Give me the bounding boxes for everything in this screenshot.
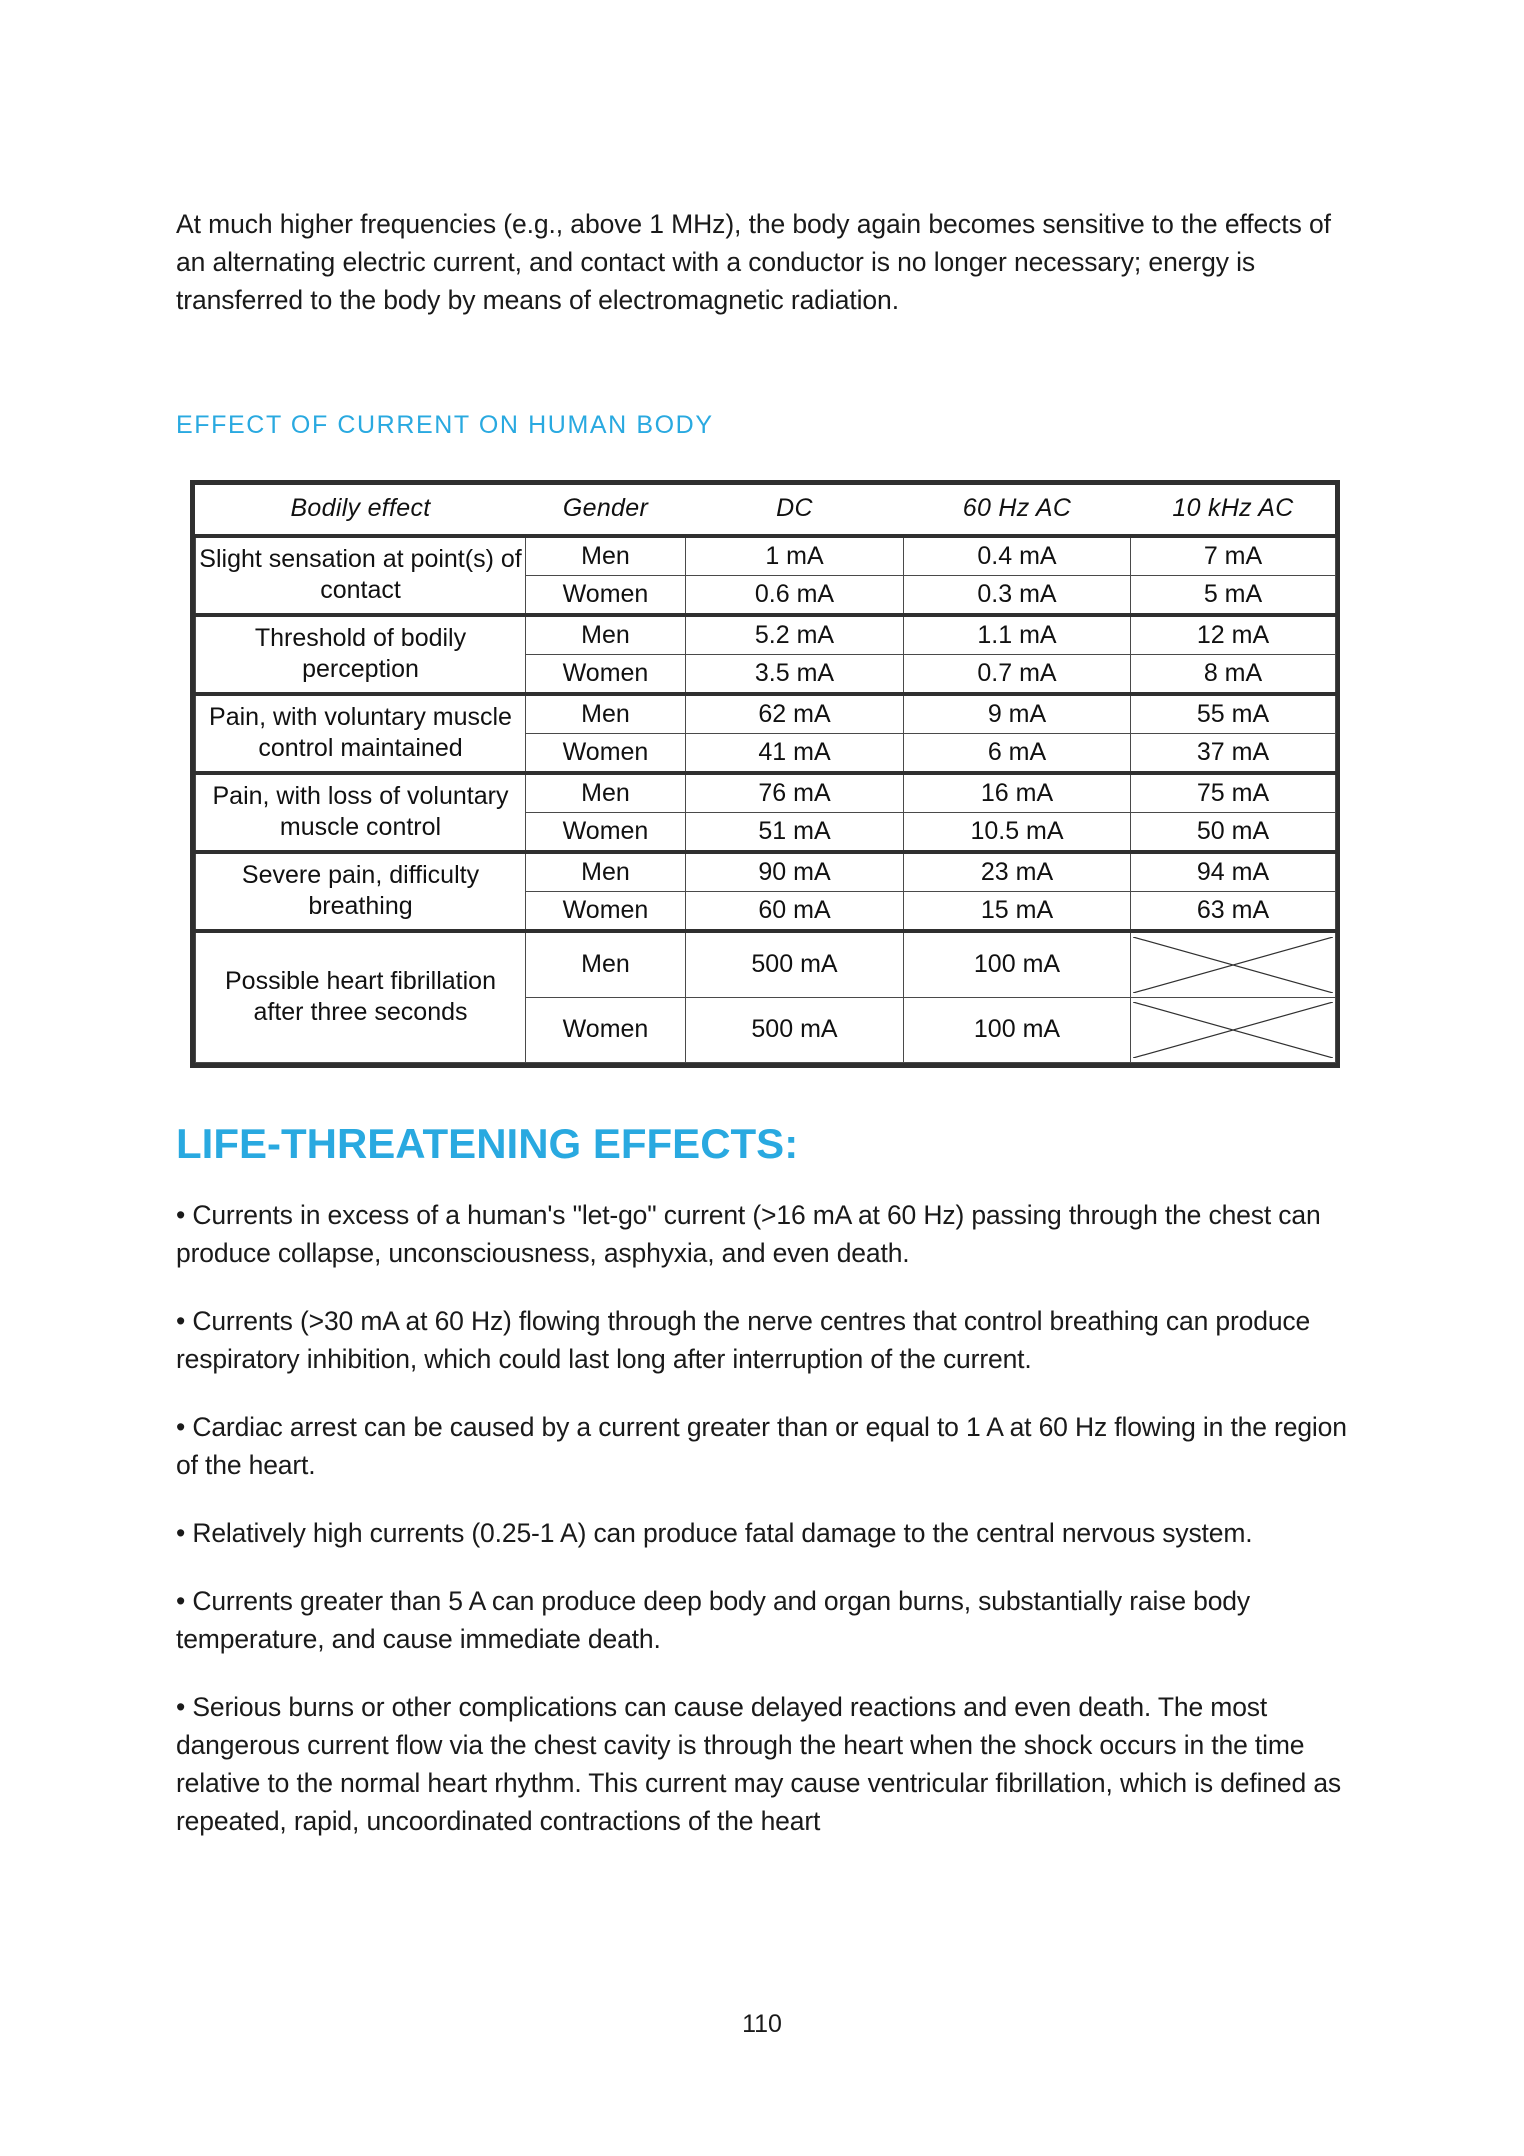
table-row: Women 60 mA 15 mA 63 mA bbox=[196, 890, 1336, 931]
bullet-item: • Currents greater than 5 A can produce … bbox=[176, 1585, 1250, 1654]
dc-value-cell: 5.2 mA bbox=[685, 612, 904, 655]
gender-cell: Women bbox=[525, 996, 686, 1063]
table-header-row: Bodily effect Gender DC 60 Hz AC 10 kHz … bbox=[195, 484, 1336, 538]
dc-value-cell: 500 mA bbox=[685, 996, 904, 1063]
ac60-value-cell: 15 mA bbox=[903, 890, 1131, 931]
bullet-item: • Currents in excess of a human's "let-g… bbox=[176, 1199, 1321, 1268]
effect-of-current-table-wrapper: Bodily effect Gender DC 60 Hz AC 10 kHz … bbox=[190, 479, 1340, 1068]
dc-value-cell: 76 mA bbox=[685, 770, 904, 813]
gender-cell: Men bbox=[525, 691, 686, 734]
cross-out-icon bbox=[1133, 937, 1333, 993]
page-number: 110 bbox=[742, 2010, 782, 2038]
intro-paragraph: At much higher frequencies (e.g., above … bbox=[176, 208, 1331, 315]
ac10k-value-cell: 7 mA bbox=[1130, 533, 1336, 576]
ac10k-value-cell: 63 mA bbox=[1130, 890, 1336, 931]
not-applicable-cell bbox=[1130, 928, 1336, 998]
column-header-bodily-effect: Bodily effect bbox=[195, 484, 526, 538]
ac60-value-cell: 0.4 mA bbox=[903, 533, 1131, 576]
ac10k-value-cell: 50 mA bbox=[1130, 811, 1336, 852]
dc-value-cell: 1 mA bbox=[685, 533, 904, 576]
bullet-item: • Serious burns or other complications c… bbox=[176, 1691, 1342, 1836]
not-applicable-cell bbox=[1130, 996, 1336, 1063]
table-row: Pain, with voluntary muscle control main… bbox=[195, 691, 1336, 773]
bullet-item: • Cardiac arrest can be caused by a curr… bbox=[176, 1411, 1347, 1480]
ac60-value-cell: 23 mA bbox=[903, 849, 1131, 892]
dc-value-cell: 90 mA bbox=[685, 849, 904, 892]
life-threatening-bullet-list: • Currents in excess of a human's "let-g… bbox=[176, 1196, 1356, 1840]
bodily-effect-label: Severe pain, difficulty breathing bbox=[195, 849, 526, 931]
bodily-effect-label: Pain, with loss of voluntary muscle cont… bbox=[195, 770, 526, 852]
bodily-effect-label: Pain, with voluntary muscle control main… bbox=[195, 691, 526, 773]
ac60-value-cell: 9 mA bbox=[903, 691, 1131, 734]
gender-cell: Women bbox=[525, 732, 686, 773]
dc-value-cell: 500 mA bbox=[685, 928, 904, 998]
section-heading-effect-of-current: EFFECT OF CURRENT ON HUMAN BODY bbox=[176, 410, 714, 439]
gender-cell: Women bbox=[525, 811, 686, 852]
ac10k-value-cell: 55 mA bbox=[1130, 691, 1336, 734]
cross-out-icon bbox=[1133, 1002, 1333, 1058]
ac10k-value-cell: 94 mA bbox=[1130, 849, 1336, 892]
column-header-60hz-ac: 60 Hz AC bbox=[903, 484, 1131, 538]
gender-cell: Women bbox=[525, 653, 686, 694]
ac60-value-cell: 6 mA bbox=[903, 732, 1131, 773]
column-header-dc: DC bbox=[685, 484, 904, 538]
table-row: Severe pain, difficulty breathing Men 90 m… bbox=[195, 849, 1336, 931]
table-row: Slight sensation at point(s) of contact M… bbox=[195, 533, 1336, 615]
page-content: At much higher frequencies (e.g., above … bbox=[176, 178, 1356, 1840]
effect-of-current-table: Bodily effect Gender DC 60 Hz AC 10 kHz … bbox=[195, 484, 1336, 1063]
ac10k-value-cell: 8 mA bbox=[1130, 653, 1336, 694]
ac10k-value-cell: 5 mA bbox=[1130, 574, 1336, 615]
dc-value-cell: 60 mA bbox=[685, 890, 904, 931]
ac60-value-cell: 0.3 mA bbox=[903, 574, 1131, 615]
column-header-gender: Gender bbox=[525, 484, 686, 538]
table-body: Slight sensation at point(s) of contact M… bbox=[195, 533, 1336, 1063]
ac60-value-cell: 16 mA bbox=[903, 770, 1131, 813]
dc-value-cell: 0.6 mA bbox=[685, 574, 904, 615]
bodily-effect-label: Threshold of bodily perception bbox=[195, 612, 526, 694]
table-row: Women 500 mA 100 mA bbox=[196, 996, 1336, 1063]
table-row: Possible heart fibrillation after three … bbox=[195, 928, 1336, 1063]
dc-value-cell: 3.5 mA bbox=[685, 653, 904, 694]
table-row: Threshold of bodily perception Men 5.2 mA 1… bbox=[195, 612, 1336, 694]
ac60-value-cell: 100 mA bbox=[903, 996, 1131, 1063]
table-row: Women 51 mA 10.5 mA 50 mA bbox=[196, 811, 1336, 852]
dc-value-cell: 41 mA bbox=[685, 732, 904, 773]
column-header-10khz-ac: 10 kHz AC bbox=[1130, 484, 1336, 538]
ac60-value-cell: 1.1 mA bbox=[903, 612, 1131, 655]
bullet-item: • Currents (>30 mA at 60 Hz) flowing thr… bbox=[176, 1305, 1311, 1374]
gender-cell: Men bbox=[525, 928, 686, 998]
gender-cell: Men bbox=[525, 770, 686, 813]
bodily-effect-label: Slight sensation at point(s) of contact bbox=[195, 533, 526, 615]
life-threatening-effects-heading: LIFE-THREATENING EFFECTS: bbox=[176, 1119, 799, 1167]
bullet-item: • Relatively high currents (0.25-1 A) ca… bbox=[176, 1517, 1253, 1548]
ac10k-value-cell: 37 mA bbox=[1130, 732, 1336, 773]
ac60-value-cell: 100 mA bbox=[903, 928, 1131, 998]
ac10k-value-cell: 75 mA bbox=[1130, 770, 1336, 813]
ac60-value-cell: 10.5 mA bbox=[903, 811, 1131, 852]
table-row: Women 41 mA 6 mA 37 mA bbox=[196, 732, 1336, 773]
gender-cell: Men bbox=[525, 533, 686, 576]
dc-value-cell: 51 mA bbox=[685, 811, 904, 852]
gender-cell: Men bbox=[525, 849, 686, 892]
table-head: Bodily effect Gender DC 60 Hz AC 10 kHz … bbox=[195, 484, 1336, 538]
gender-cell: Men bbox=[525, 612, 686, 655]
ac60-value-cell: 0.7 mA bbox=[903, 653, 1131, 694]
bodily-effect-label: Possible heart fibrillation after three … bbox=[195, 928, 526, 1063]
ac10k-value-cell: 12 mA bbox=[1130, 612, 1336, 655]
dc-value-cell: 62 mA bbox=[685, 691, 904, 734]
table-row: Pain, with loss of voluntary muscle cont… bbox=[195, 770, 1336, 852]
gender-cell: Women bbox=[525, 574, 686, 615]
gender-cell: Women bbox=[525, 890, 686, 931]
